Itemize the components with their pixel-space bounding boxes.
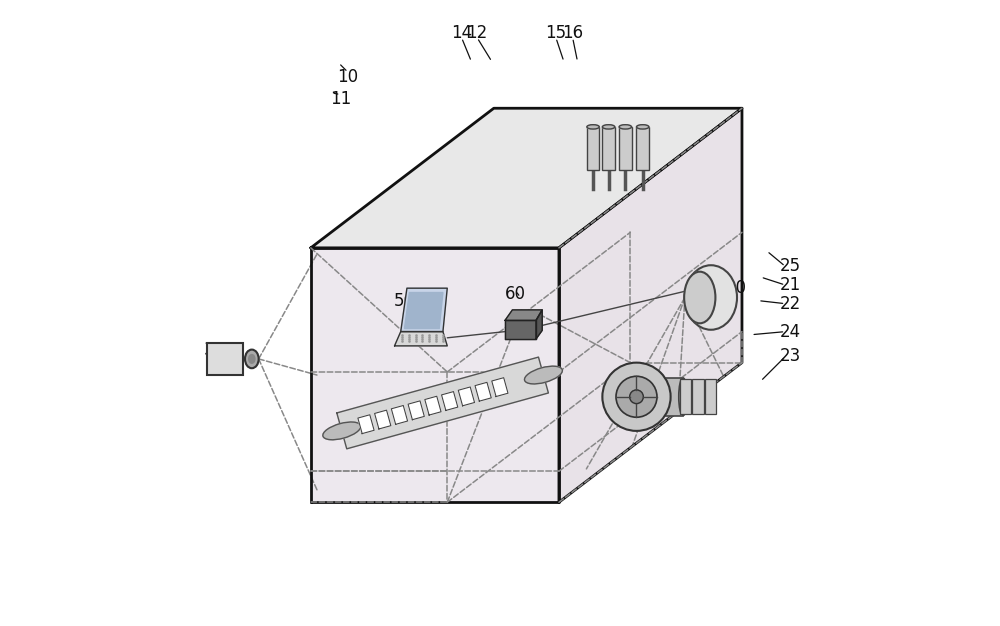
- Polygon shape: [492, 377, 508, 396]
- Circle shape: [630, 390, 643, 404]
- Circle shape: [602, 362, 671, 431]
- Polygon shape: [505, 310, 542, 321]
- Text: 60: 60: [505, 285, 526, 304]
- Text: 30: 30: [204, 341, 225, 359]
- Bar: [602, 127, 615, 170]
- Bar: [587, 127, 599, 170]
- Bar: [619, 127, 632, 170]
- Polygon shape: [505, 321, 536, 339]
- Ellipse shape: [619, 125, 632, 129]
- Polygon shape: [408, 401, 424, 419]
- Text: 23: 23: [780, 347, 801, 366]
- Bar: [692, 379, 704, 414]
- Ellipse shape: [587, 125, 599, 129]
- Polygon shape: [375, 410, 391, 429]
- Polygon shape: [442, 392, 458, 411]
- Polygon shape: [475, 382, 491, 401]
- Polygon shape: [404, 292, 443, 329]
- Text: 14: 14: [451, 24, 472, 41]
- Text: 15: 15: [545, 24, 566, 41]
- Circle shape: [616, 376, 657, 418]
- Text: 22: 22: [780, 295, 801, 313]
- Ellipse shape: [685, 265, 737, 330]
- Ellipse shape: [524, 366, 562, 384]
- Polygon shape: [311, 248, 559, 502]
- Polygon shape: [559, 108, 742, 502]
- Polygon shape: [337, 357, 548, 449]
- Text: 16: 16: [562, 24, 583, 41]
- Ellipse shape: [249, 354, 255, 363]
- Polygon shape: [311, 108, 742, 248]
- Bar: [636, 127, 649, 170]
- Ellipse shape: [323, 422, 361, 439]
- Ellipse shape: [245, 349, 259, 368]
- Polygon shape: [391, 406, 408, 424]
- Bar: [636, 378, 683, 416]
- Polygon shape: [401, 288, 447, 332]
- Ellipse shape: [684, 272, 715, 323]
- Polygon shape: [536, 310, 542, 339]
- Polygon shape: [358, 415, 374, 434]
- Text: 50: 50: [393, 292, 414, 310]
- Text: 24: 24: [780, 322, 801, 341]
- Polygon shape: [458, 387, 475, 406]
- Bar: [207, 343, 243, 375]
- Ellipse shape: [636, 125, 649, 129]
- Text: 40: 40: [725, 279, 746, 297]
- Bar: [705, 379, 716, 414]
- Text: 10: 10: [337, 68, 359, 86]
- Text: 12: 12: [466, 24, 488, 41]
- Ellipse shape: [602, 125, 615, 129]
- Bar: [680, 379, 691, 414]
- Polygon shape: [395, 332, 447, 346]
- Polygon shape: [425, 396, 441, 415]
- Text: 11: 11: [330, 90, 351, 108]
- Text: 21: 21: [780, 276, 801, 294]
- Ellipse shape: [679, 378, 687, 416]
- Text: 25: 25: [780, 257, 801, 275]
